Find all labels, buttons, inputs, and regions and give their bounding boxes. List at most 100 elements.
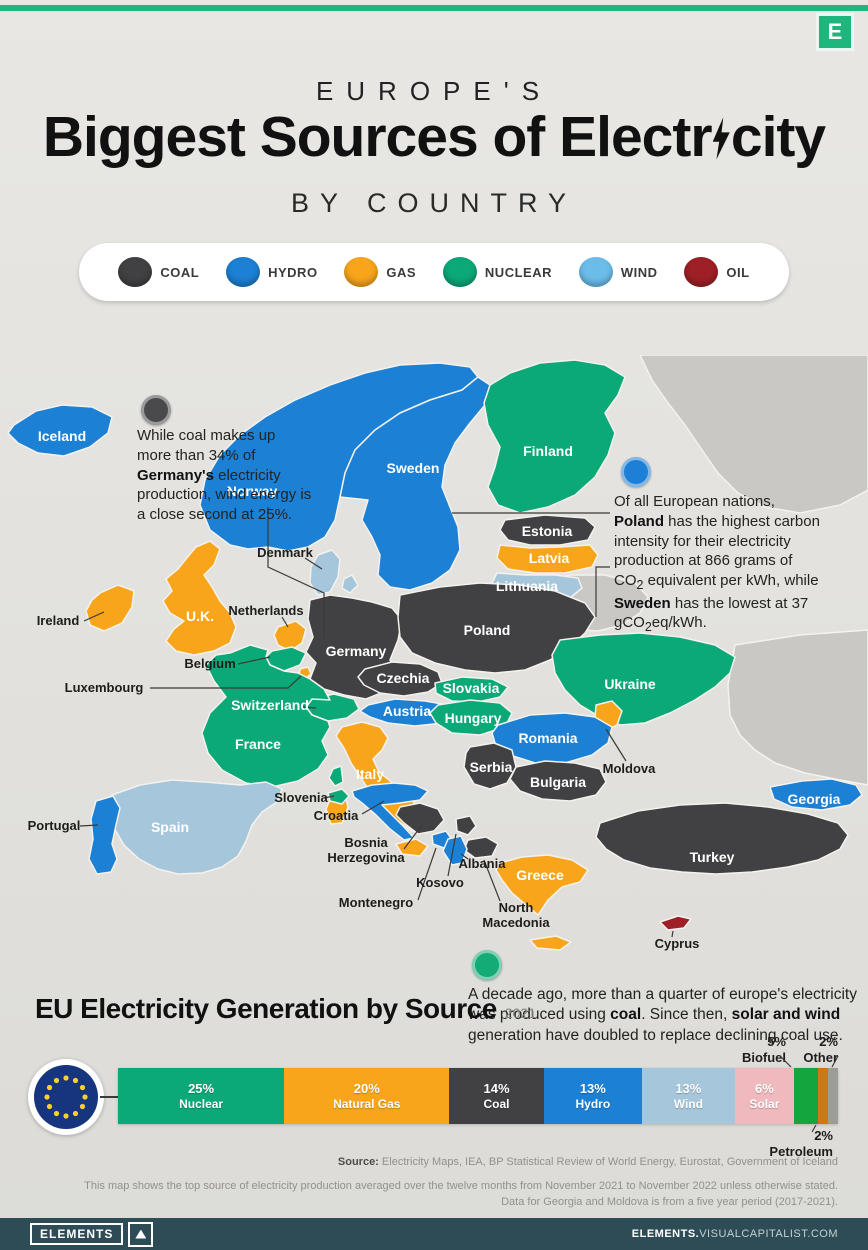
label-croatia: Croatia [314, 808, 360, 823]
poland-annotation-text: Of all European nations, [614, 493, 775, 510]
country-slovenia [327, 788, 350, 805]
label-lithuania: Lithuania [496, 578, 558, 594]
badge-letter: E [827, 19, 843, 44]
chart-title-text: EU Electricity Generation by Source [35, 993, 497, 1024]
label-luxembourg: Luxembourg [65, 680, 144, 695]
germany-annotation-text: While coal makes up more than 34% of [137, 427, 276, 464]
label-albania: Albania [459, 856, 507, 871]
site-url-bold: ELEMENTS. [631, 1228, 700, 1240]
label-greece: Greece [516, 867, 564, 883]
leader-montenegro [417, 847, 437, 901]
country-turkey [595, 802, 849, 875]
country-north-macedonia [463, 836, 499, 859]
source-legend: COAL HYDRO GAS NUCLEAR WIND OIL [79, 243, 789, 301]
site-url-rest: VISUALCAPITALIST.COM [699, 1228, 838, 1240]
germany-annotation-text2: electricity production, wind energy is a… [137, 466, 312, 524]
bar-segment-hydro: 13% Hydro [543, 1068, 642, 1124]
legend-label-coal: COAL [160, 264, 200, 280]
bar-segment-gas: 20% Natural Gas [284, 1068, 450, 1124]
elements-logo[interactable]: ELEMENTS [30, 1221, 154, 1247]
poland-annotation-text4: has the lowest at 37 gCO [614, 594, 809, 632]
hydro-pct: 13% [579, 1081, 606, 1096]
biofuel-callout: 5% Biofuel [690, 1034, 786, 1067]
brand-bar: ELEMENTS ELEMENTS.VISUALCAPITALIST.COM [0, 1218, 868, 1250]
poland-annotation-text3: equivalent per kWh, while [643, 572, 819, 590]
label-moldova: Moldova [603, 761, 656, 776]
legend-item-gas: GAS [344, 257, 416, 287]
label-north-macedonia-line2: Macedonia [482, 915, 550, 930]
wind-label: Wind [673, 1096, 703, 1111]
label-montenegro: Montenegro [339, 895, 413, 910]
coal-pct: 14% [483, 1081, 510, 1096]
legend-label-oil: OIL [726, 264, 750, 280]
lightning-bolt-icon [712, 117, 730, 160]
label-iceland: Iceland [38, 428, 86, 444]
country-netherlands [273, 620, 307, 652]
country-france [201, 644, 331, 788]
germany-annotation: While coal makes up more than 34% of Ger… [137, 426, 313, 525]
leader-ireland [83, 611, 105, 622]
country-latvia [496, 544, 599, 574]
europe-map: Iceland Norway Sweden Finland Estonia La… [7, 355, 868, 951]
legend-item-nuclear: NUCLEAR [442, 257, 552, 287]
country-serbia [463, 742, 517, 790]
decline-annotation-bold1: coal [610, 1006, 642, 1024]
label-norway: Norway [227, 483, 278, 499]
country-corsica [328, 765, 344, 787]
label-italy: Italy [356, 766, 384, 782]
biofuel-callout-label: Biofuel [741, 1050, 786, 1066]
country-spain [106, 779, 283, 875]
nuclear-pct: 25% [188, 1081, 215, 1096]
germany-annotation-bold: Germany's [137, 466, 214, 484]
bar-segment-wind: 13% Wind [641, 1068, 735, 1124]
legend-label-hydro: HYDRO [268, 264, 318, 280]
title-kicker: EUROPE'S [315, 76, 553, 106]
other-callout: 2% Other [750, 1034, 838, 1067]
country-sicily [395, 838, 429, 857]
decline-annotation-bold2: solar and wind [731, 1006, 841, 1024]
leader-switzerland [302, 706, 317, 709]
label-uk: U.K. [186, 608, 214, 624]
country-estonia [499, 514, 596, 546]
solar-label: Solar [749, 1096, 780, 1111]
title-pre: Biggest Sources of Electr [42, 105, 713, 169]
leader-denmark [304, 557, 323, 570]
source-line: Source: Electricity Maps, IEA, BP Statis… [338, 1156, 838, 1168]
bar-segment-nuclear: 25% Nuclear [118, 1068, 285, 1124]
top-accent-strip [0, 5, 868, 11]
label-czechia: Czechia [377, 670, 430, 686]
label-austria: Austria [383, 703, 431, 719]
bar-segment-solar: 6% Solar [734, 1068, 795, 1124]
label-georgia: Georgia [788, 791, 841, 807]
site-url[interactable]: ELEMENTS.VISUALCAPITALIST.COM [632, 1228, 838, 1240]
leader-bosnia [403, 824, 423, 850]
decline-annotation-text3: generation have doubled to replace decli… [468, 1026, 843, 1044]
country-ireland [85, 584, 135, 632]
hydro-swatch-icon [226, 257, 261, 287]
petroleum-callout-label: Petroleum [769, 1144, 833, 1160]
country-slovakia [434, 676, 509, 703]
country-kosovo [455, 815, 477, 836]
label-bulgaria: Bulgaria [530, 774, 586, 790]
nuclear-label: Nuclear [179, 1096, 224, 1111]
leader-annotation-germany [267, 507, 325, 639]
legend-label-wind: WIND [620, 264, 658, 280]
footnote-2: Data for Georgia and Moldova is from a f… [501, 1196, 838, 1208]
lightbulb-annotation-icon [472, 950, 502, 980]
bar-segment-petroleum [818, 1068, 829, 1124]
bar-segment-biofuel [794, 1068, 819, 1124]
coal-decline-annotation: A decade ago, more than a quarter of eur… [468, 985, 860, 1046]
country-denmark-islands [341, 574, 359, 594]
label-belgium: Belgium [184, 656, 235, 671]
label-romania: Romania [518, 730, 577, 746]
leader-croatia [361, 800, 385, 815]
country-iceland [7, 404, 113, 457]
leader-north-macedonia [483, 859, 501, 902]
footnote-1: This map shows the top source of electri… [84, 1180, 838, 1192]
label-portugal: Portugal [28, 818, 81, 833]
bar-segment-coal: 14% Coal [449, 1068, 544, 1124]
label-ireland: Ireland [37, 613, 80, 628]
gas-swatch-icon [344, 257, 379, 287]
chart-year: 2021 [504, 1005, 536, 1021]
legend-item-hydro: HYDRO [226, 257, 317, 287]
